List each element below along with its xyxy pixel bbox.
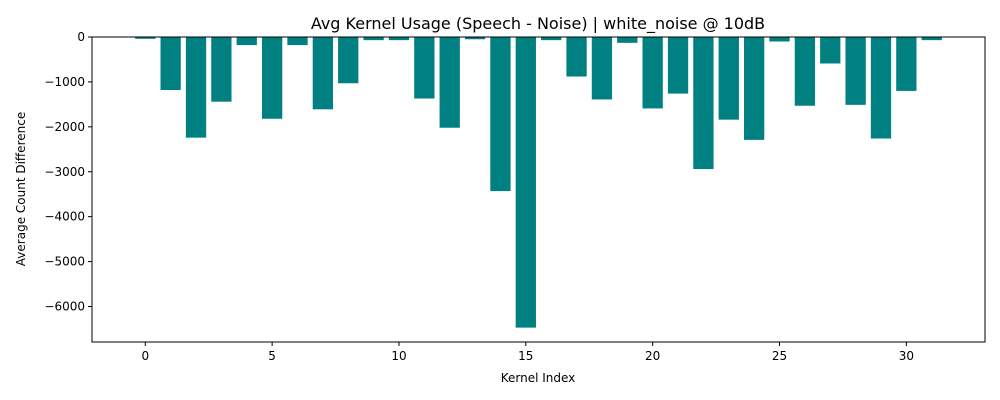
- bar-kernel-31: [921, 37, 942, 41]
- x-tick-label: 5: [268, 349, 276, 363]
- bar-kernel-7: [312, 37, 334, 110]
- y-tick-label: −3000: [44, 165, 85, 179]
- bar-kernel-15: [515, 37, 536, 328]
- bar-kernel-13: [464, 37, 486, 40]
- bar-kernel-30: [896, 37, 917, 91]
- bar-kernel-17: [566, 37, 587, 77]
- y-tick-label: −5000: [44, 255, 85, 269]
- bar-kernel-28: [845, 37, 866, 105]
- chart-title: Avg Kernel Usage (Speech - Noise) | whit…: [311, 14, 765, 34]
- y-tick-label: 0: [77, 30, 85, 44]
- bar-kernel-24: [743, 37, 765, 140]
- x-axis-label: Kernel Index: [501, 371, 576, 385]
- y-axis-ticks: 0 −1000 −2000 −3000 −4000 −5000 −6000: [44, 30, 92, 314]
- x-tick-label: 10: [391, 349, 406, 363]
- y-tick-label: −2000: [44, 120, 85, 134]
- bar-kernel-20: [642, 37, 663, 109]
- bar-kernel-22: [693, 37, 714, 170]
- bar-kernel-23: [718, 37, 739, 120]
- bar-kernel-25: [769, 37, 790, 42]
- bar-kernel-19: [617, 37, 638, 43]
- bar-kernel-14: [490, 37, 511, 192]
- bar-kernel-29: [870, 37, 892, 139]
- y-axis-label: Average Count Difference: [14, 112, 28, 266]
- bar-kernel-1: [160, 37, 181, 91]
- bar-kernel-27: [820, 37, 841, 64]
- bar-kernel-2: [185, 37, 207, 138]
- x-tick-label: 0: [141, 349, 149, 363]
- y-tick-label: −1000: [44, 75, 85, 89]
- bar-kernel-9: [363, 37, 384, 41]
- x-tick-label: 15: [518, 349, 533, 363]
- y-tick-label: −4000: [44, 210, 85, 224]
- y-tick-label: −6000: [44, 300, 85, 314]
- bar-kernel-26: [794, 37, 816, 106]
- bar-kernel-8: [338, 37, 359, 84]
- x-tick-label: 30: [899, 349, 914, 363]
- bar-kernel-10: [388, 37, 410, 41]
- x-axis-ticks: 0 5 10 15 20 25 30: [141, 342, 914, 363]
- bar-kernel-5: [261, 37, 283, 119]
- bar-kernel-6: [287, 37, 308, 46]
- bar-kernel-18: [591, 37, 613, 100]
- bar-kernel-12: [439, 37, 460, 128]
- x-tick-label: 25: [772, 349, 787, 363]
- bar-kernel-3: [211, 37, 232, 102]
- bar-kernel-16: [541, 37, 562, 41]
- plot-frame: [91, 36, 986, 343]
- bar-kernel-0: [135, 37, 156, 39]
- bars-layer: [135, 37, 942, 328]
- bar-kernel-4: [236, 37, 257, 46]
- bar-kernel-11: [414, 37, 435, 99]
- bar-kernel-21: [667, 37, 689, 94]
- x-tick-label: 20: [645, 349, 660, 363]
